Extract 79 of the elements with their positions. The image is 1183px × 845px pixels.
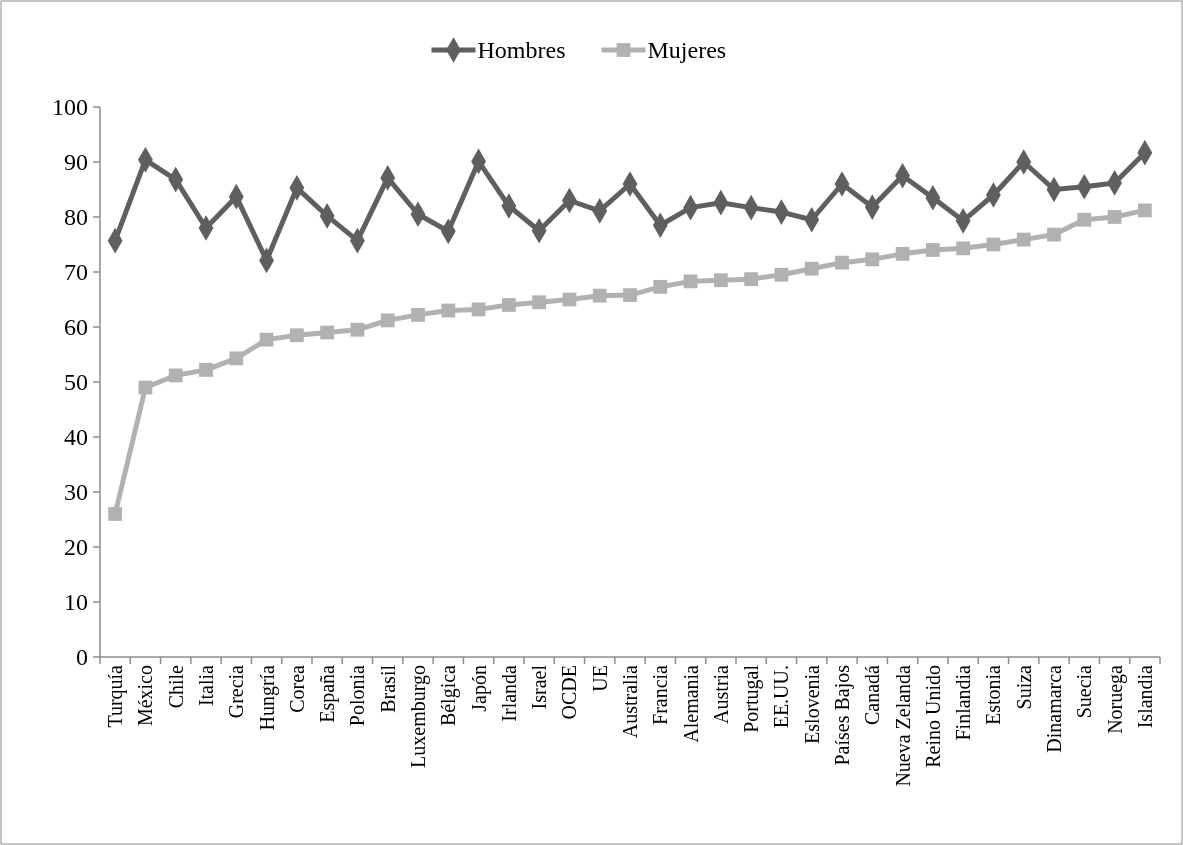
x-tick-label: Japón (467, 665, 491, 712)
x-tick-label: Dinamarca (1043, 664, 1065, 753)
point (623, 288, 637, 302)
y-tick-label: 20 (64, 534, 88, 561)
y-tick-label: 10 (64, 589, 88, 616)
point (956, 241, 971, 256)
x-tick-label: Alemania (679, 664, 702, 743)
x-tick-label: Francia (649, 664, 672, 725)
point (653, 279, 668, 294)
point (1137, 203, 1152, 218)
point (774, 267, 789, 282)
x-tick-label: Bélgica (437, 664, 461, 727)
point (289, 328, 304, 343)
y-tick-label: 70 (64, 259, 88, 286)
point (1047, 227, 1061, 242)
point (1107, 210, 1122, 224)
x-tick-label: OCDE (558, 665, 581, 720)
x-tick-label: Suecia (1073, 664, 1096, 719)
y-tick-label: 0 (76, 644, 88, 671)
x-tick-label: Polonia (346, 664, 369, 727)
point (804, 261, 819, 276)
point (1077, 212, 1092, 227)
point (441, 303, 456, 318)
x-tick-label: Estonia (982, 664, 1005, 725)
y-tick-label: 90 (64, 149, 88, 176)
point (501, 298, 516, 312)
x-tick-label: Hungría (255, 664, 279, 731)
y-tick-label: 40 (64, 424, 88, 451)
point (380, 313, 395, 328)
y-tick-label: 100 (52, 94, 88, 121)
x-tick-label: Nueva Zelanda (891, 664, 914, 787)
y-tick-label: 30 (64, 479, 88, 506)
y-tick-label: 50 (64, 369, 88, 396)
x-tick-label: Italia (195, 664, 217, 707)
point (865, 252, 880, 267)
x-tick-label: España (316, 664, 340, 723)
point (683, 274, 698, 289)
x-tick-label: Suiza (1012, 664, 1035, 710)
x-tick-label: Australia (619, 664, 641, 739)
point (320, 325, 335, 340)
legend-label: Mujeres (647, 37, 727, 64)
point (350, 322, 365, 337)
x-tick-label: Finlandia (952, 664, 975, 741)
point (925, 243, 940, 257)
point (744, 272, 759, 287)
x-tick-label: Turquía (104, 664, 128, 728)
x-tick-label: México (134, 665, 157, 727)
x-tick-label: Israel (528, 664, 551, 710)
x-tick-label: Irlanda (497, 664, 520, 722)
x-tick-label: Austria (709, 664, 732, 724)
point (1016, 232, 1031, 247)
point (592, 288, 607, 303)
point (895, 246, 910, 261)
legend-label: Hombres (477, 37, 566, 64)
x-tick-label: Chile (164, 664, 187, 709)
point (199, 363, 213, 377)
point (532, 295, 547, 310)
point (108, 507, 123, 521)
x-tick-label: Países Bajos (831, 664, 854, 766)
point (168, 368, 183, 383)
x-tick-label: Eslovenia (800, 664, 823, 744)
x-tick-label: UE (588, 665, 611, 692)
x-tick-label: Canadá (861, 664, 884, 725)
point (835, 255, 849, 270)
y-tick-label: 80 (64, 204, 88, 231)
point (259, 332, 274, 347)
x-tick-label: EE.UU. (770, 665, 793, 729)
x-tick-label: Noruega (1103, 664, 1127, 734)
point (713, 273, 728, 288)
y-tick-label: 60 (64, 314, 88, 341)
x-tick-label: Islandia (1133, 664, 1156, 729)
x-tick-label: Portugal (740, 664, 764, 733)
x-tick-label: Luxemburgo (407, 665, 430, 768)
x-tick-label: Corea (285, 664, 308, 713)
point (411, 308, 425, 322)
x-tick-label: Grecia (225, 664, 248, 719)
point (229, 351, 244, 366)
x-tick-label: Brasil (376, 664, 399, 713)
x-tick-label: Reino Unido (921, 665, 944, 768)
